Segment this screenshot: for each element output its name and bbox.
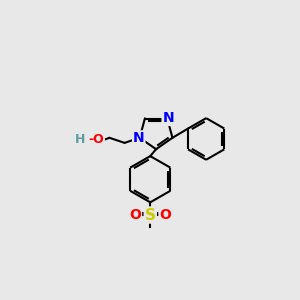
Text: -O: -O bbox=[88, 133, 104, 146]
Text: O: O bbox=[159, 208, 171, 222]
Text: N: N bbox=[162, 111, 174, 125]
Text: S: S bbox=[145, 208, 156, 223]
Text: O: O bbox=[129, 208, 141, 222]
Text: H: H bbox=[75, 133, 86, 146]
Text: N: N bbox=[133, 131, 145, 145]
